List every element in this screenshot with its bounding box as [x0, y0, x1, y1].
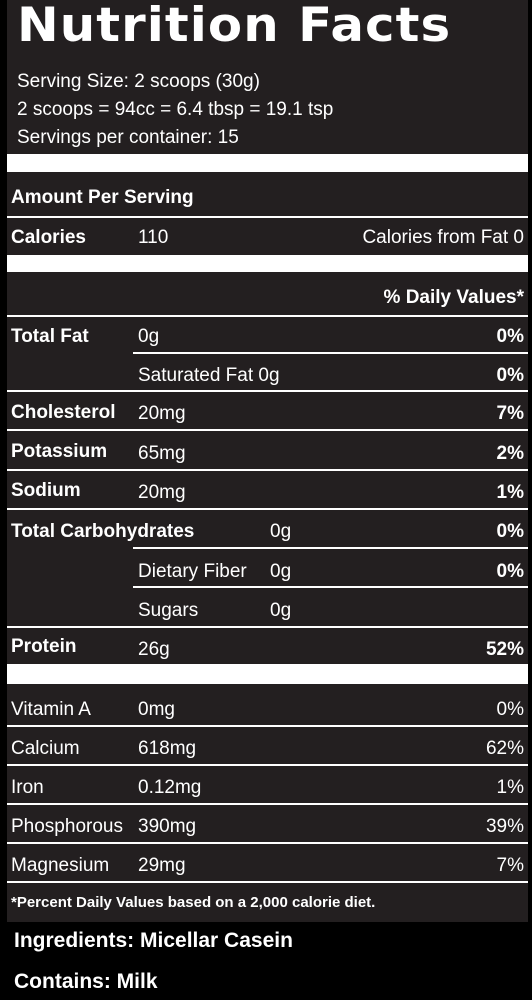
dietary-fiber-label: Dietary Fiber: [138, 561, 247, 582]
total-fat-dv: 0%: [496, 326, 524, 347]
divider: [7, 508, 528, 510]
iron-dv: 1%: [496, 777, 524, 798]
dietary-fiber-dv: 0%: [496, 561, 524, 582]
vitamin-a-amount: 0mg: [138, 699, 175, 720]
calories-from-fat: Calories from Fat 0: [362, 227, 524, 248]
divider: [133, 547, 528, 549]
protein-dv: 52%: [485, 639, 524, 660]
nutrition-panel: [7, 0, 528, 922]
total-carbs-dv: 0%: [496, 521, 524, 542]
serving-size: Serving Size: 2 scoops (30g): [17, 71, 260, 92]
divider: [7, 429, 528, 431]
divider: [7, 626, 528, 628]
protein-amount: 26g: [138, 639, 170, 660]
divider: [133, 586, 528, 588]
sodium-amount: 20mg: [138, 482, 186, 503]
thick-divider: [7, 255, 528, 272]
phosphorous-dv: 39%: [485, 816, 524, 837]
calories-label: Calories: [11, 227, 86, 248]
divider: [7, 764, 528, 766]
phosphorous-amount: 390mg: [138, 816, 197, 837]
protein-label: Protein: [11, 636, 77, 657]
potassium-label: Potassium: [11, 441, 108, 462]
daily-values-header: % Daily Values*: [383, 287, 524, 308]
thick-divider: [7, 154, 528, 172]
total-carbs-label: Total Carbohydrates: [11, 521, 195, 542]
phosphorous-label: Phosphorous: [11, 816, 123, 837]
total-fat-amount: 0g: [138, 326, 160, 347]
vitamin-a-dv: 0%: [496, 699, 524, 720]
cholesterol-label: Cholesterol: [11, 402, 116, 423]
dietary-fiber-amount: 0g: [270, 561, 292, 582]
serving-conversion: 2 scoops = 94cc = 6.4 tbsp = 19.1 tsp: [17, 99, 334, 120]
total-carbs-amount: 0g: [270, 521, 292, 542]
divider: [7, 725, 528, 727]
sodium-dv: 1%: [496, 482, 524, 503]
divider: [7, 315, 528, 317]
magnesium-dv: 7%: [496, 855, 524, 876]
allergen-contains: Contains: Milk: [14, 970, 158, 993]
label-title: Nutrition Facts: [17, 0, 452, 53]
potassium-amount: 65mg: [138, 443, 186, 464]
daily-value-footnote: *Percent Daily Values based on a 2,000 c…: [11, 894, 376, 911]
servings-per-container: Servings per container: 15: [17, 127, 239, 148]
divider: [7, 803, 528, 805]
divider: [133, 352, 528, 354]
amount-per-serving: Amount Per Serving: [11, 187, 194, 208]
total-fat-label: Total Fat: [11, 326, 89, 347]
magnesium-label: Magnesium: [11, 855, 110, 876]
magnesium-amount: 29mg: [138, 855, 186, 876]
iron-label: Iron: [11, 777, 44, 798]
vitamin-a-label: Vitamin A: [11, 699, 91, 720]
iron-amount: 0.12mg: [138, 777, 202, 798]
cholesterol-amount: 20mg: [138, 403, 186, 424]
divider: [7, 216, 528, 218]
saturated-fat-label: Saturated Fat 0g: [138, 365, 280, 386]
divider: [7, 469, 528, 471]
calories-value: 110: [138, 227, 169, 248]
ingredients: Ingredients: Micellar Casein: [14, 929, 293, 952]
sodium-label: Sodium: [11, 480, 81, 501]
calcium-dv: 62%: [485, 738, 524, 759]
sugars-amount: 0g: [270, 600, 292, 621]
calcium-amount: 618mg: [138, 738, 197, 759]
divider: [7, 842, 528, 844]
saturated-fat-dv: 0%: [496, 365, 524, 386]
calcium-label: Calcium: [11, 738, 80, 759]
divider: [7, 881, 528, 883]
thick-divider: [7, 664, 528, 684]
divider: [7, 390, 528, 392]
cholesterol-dv: 7%: [496, 403, 524, 424]
sugars-label: Sugars: [138, 600, 199, 621]
potassium-dv: 2%: [496, 443, 524, 464]
